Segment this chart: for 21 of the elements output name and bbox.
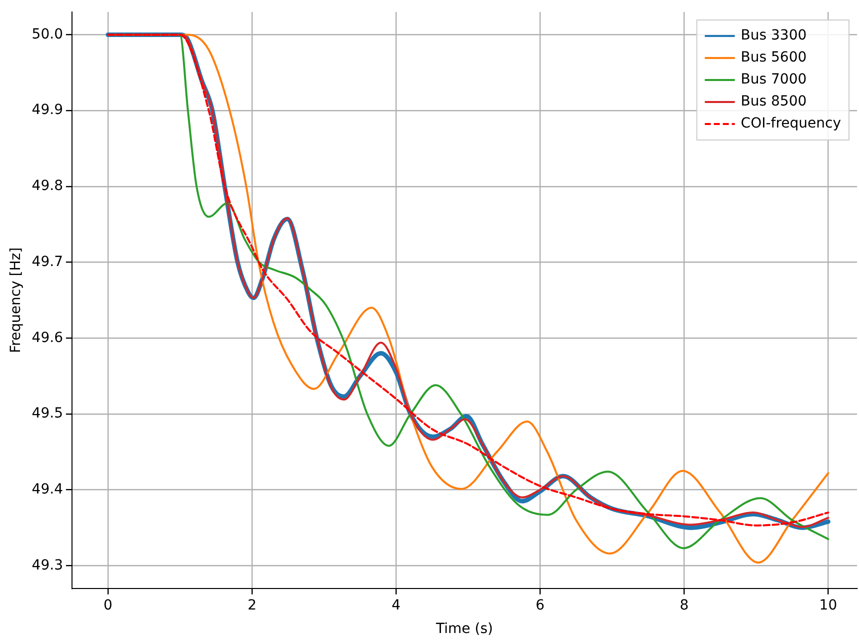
y-tick-label: 49.9 [32,102,63,118]
legend-label: Bus 8500 [740,94,807,110]
x-tick-label: 0 [104,597,112,614]
y-tick-label: 49.8 [32,178,63,194]
legend-label: Bus 7000 [740,72,807,88]
x-axis-title: Time (s) [435,621,493,638]
y-tick-label: 50.0 [32,26,63,42]
y-tick-label: 49.6 [32,330,64,346]
x-tick-label: 8 [680,597,689,614]
y-tick-label: 49.5 [32,406,63,422]
x-tick-label: 2 [248,597,256,614]
y-axis-title: Frequency [Hz] [8,247,24,353]
y-tick-label: 49.4 [32,481,64,498]
y-tick-label: 49.7 [32,254,63,270]
legend-label: Bus 5600 [740,50,807,66]
y-tick-label: 49.3 [32,557,63,574]
x-tick-label: 4 [392,597,401,614]
legend-label: Bus 3300 [740,28,807,44]
x-tick-label: 10 [819,597,838,614]
x-tick-label: 6 [536,597,545,614]
legend-label: COI-frequency [740,116,842,132]
